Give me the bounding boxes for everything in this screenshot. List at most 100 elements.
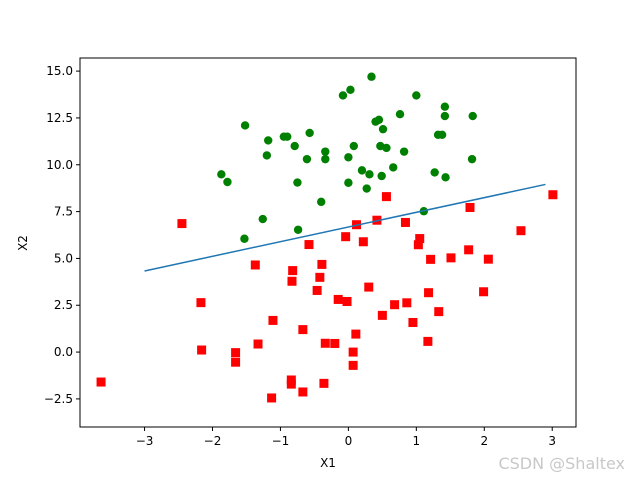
data-point-class-1 bbox=[440, 111, 450, 121]
y-tick-label: 7.5 bbox=[54, 205, 73, 219]
data-point-class-1 bbox=[382, 143, 391, 153]
data-point-class-0 bbox=[320, 338, 330, 348]
data-point-class-1 bbox=[357, 166, 367, 175]
data-point-class-0 bbox=[319, 378, 329, 388]
data-point-class-1 bbox=[321, 154, 330, 164]
x-axis-label: X1 bbox=[320, 456, 336, 470]
data-point-class-1 bbox=[321, 147, 330, 156]
data-point-class-1 bbox=[223, 177, 232, 187]
data-point-class-0 bbox=[96, 377, 106, 387]
data-point-class-0 bbox=[446, 253, 456, 263]
y-tick-label: 10.0 bbox=[46, 158, 73, 172]
data-point-class-1 bbox=[346, 85, 355, 95]
data-point-class-1 bbox=[293, 178, 302, 187]
data-point-class-0 bbox=[402, 298, 412, 308]
plot-area bbox=[80, 58, 576, 427]
data-point-class-1 bbox=[441, 173, 450, 182]
decision-boundary bbox=[144, 183, 546, 272]
data-point-class-1 bbox=[344, 153, 353, 162]
data-point-class-0 bbox=[298, 387, 308, 397]
data-point-class-0 bbox=[479, 287, 489, 297]
data-point-class-0 bbox=[231, 357, 241, 367]
data-point-class-0 bbox=[268, 315, 278, 325]
data-point-class-0 bbox=[413, 240, 423, 250]
x-tick-label: −2 bbox=[204, 434, 222, 448]
data-point-class-1 bbox=[349, 141, 359, 151]
decision-boundary-line bbox=[144, 183, 546, 272]
x-tick-label: 3 bbox=[548, 434, 556, 448]
x-tick-label: −1 bbox=[272, 434, 290, 448]
x-tick-label: 2 bbox=[480, 434, 488, 448]
data-point-class-1 bbox=[468, 111, 477, 121]
data-point-class-1 bbox=[467, 154, 477, 164]
data-point-class-0 bbox=[426, 254, 436, 264]
y-axis-label: X2 bbox=[16, 235, 30, 251]
data-point-class-0 bbox=[364, 282, 374, 292]
x-axis: −3 −2 −1 0 1 2 3 bbox=[136, 427, 556, 448]
data-point-class-0 bbox=[312, 285, 322, 295]
data-point-class-1 bbox=[362, 184, 371, 193]
data-point-class-0 bbox=[358, 237, 368, 247]
data-point-class-0 bbox=[333, 294, 343, 304]
data-point-class-1 bbox=[378, 124, 388, 134]
data-point-class-0 bbox=[390, 300, 400, 310]
data-point-class-0 bbox=[434, 307, 444, 317]
data-point-class-0 bbox=[330, 338, 340, 348]
x-tick-label: 1 bbox=[413, 434, 421, 448]
data-point-class-0 bbox=[288, 266, 298, 276]
data-point-class-0 bbox=[341, 232, 351, 242]
data-point-class-0 bbox=[342, 297, 352, 307]
data-point-class-0 bbox=[317, 259, 327, 269]
data-point-class-0 bbox=[348, 347, 358, 357]
data-point-class-0 bbox=[408, 317, 418, 327]
data-point-class-0 bbox=[464, 245, 474, 255]
y-tick-label: 5.0 bbox=[54, 251, 73, 265]
data-point-class-1 bbox=[290, 141, 299, 151]
data-point-class-0 bbox=[465, 202, 475, 212]
data-point-class-0 bbox=[286, 375, 296, 385]
data-point-class-0 bbox=[415, 234, 425, 244]
data-point-class-0 bbox=[381, 192, 391, 202]
data-point-class-1 bbox=[305, 128, 314, 138]
data-point-class-1 bbox=[399, 147, 409, 156]
data-point-class-1 bbox=[389, 163, 398, 172]
data-point-class-0 bbox=[253, 339, 263, 349]
data-point-class-1 bbox=[293, 225, 303, 234]
data-point-class-0 bbox=[250, 260, 260, 270]
y-tick-label: 0.0 bbox=[54, 345, 73, 359]
data-point-class-0 bbox=[483, 254, 493, 264]
data-point-class-0 bbox=[267, 393, 277, 403]
data-point-class-1 bbox=[338, 91, 348, 100]
data-point-class-0 bbox=[351, 329, 361, 339]
data-point-class-0 bbox=[231, 348, 241, 358]
data-point-class-1 bbox=[395, 109, 405, 119]
data-point-class-1 bbox=[437, 130, 447, 139]
data-point-class-1 bbox=[344, 178, 353, 187]
data-point-class-0 bbox=[516, 226, 526, 236]
data-point-class-1 bbox=[430, 168, 439, 177]
data-point-class-0 bbox=[287, 276, 297, 286]
data-point-class-0 bbox=[400, 217, 410, 227]
data-point-class-1 bbox=[240, 234, 249, 243]
data-point-class-1 bbox=[377, 171, 386, 181]
watermark: CSDN @Shaltex bbox=[498, 454, 625, 473]
data-point-class-1 bbox=[283, 132, 292, 141]
data-point-class-0 bbox=[196, 298, 206, 308]
data-point-class-1 bbox=[365, 170, 374, 179]
data-point-class-1 bbox=[374, 115, 384, 125]
series-class-1-points bbox=[217, 72, 477, 243]
data-point-class-0 bbox=[423, 336, 433, 346]
data-point-class-1 bbox=[217, 170, 226, 179]
data-point-class-1 bbox=[240, 121, 250, 130]
data-point-class-1 bbox=[317, 197, 326, 207]
data-point-class-1 bbox=[412, 91, 421, 100]
data-point-class-1 bbox=[264, 136, 273, 145]
data-point-class-0 bbox=[377, 310, 387, 320]
y-axis: −2.5 0.0 2.5 5.0 7.5 10.0 12.5 15.0 bbox=[44, 64, 80, 406]
series-class-0-points bbox=[96, 190, 558, 403]
data-point-class-0 bbox=[304, 240, 314, 250]
data-point-class-0 bbox=[348, 360, 358, 370]
y-tick-label: 12.5 bbox=[46, 111, 73, 125]
data-point-class-1 bbox=[367, 72, 376, 81]
